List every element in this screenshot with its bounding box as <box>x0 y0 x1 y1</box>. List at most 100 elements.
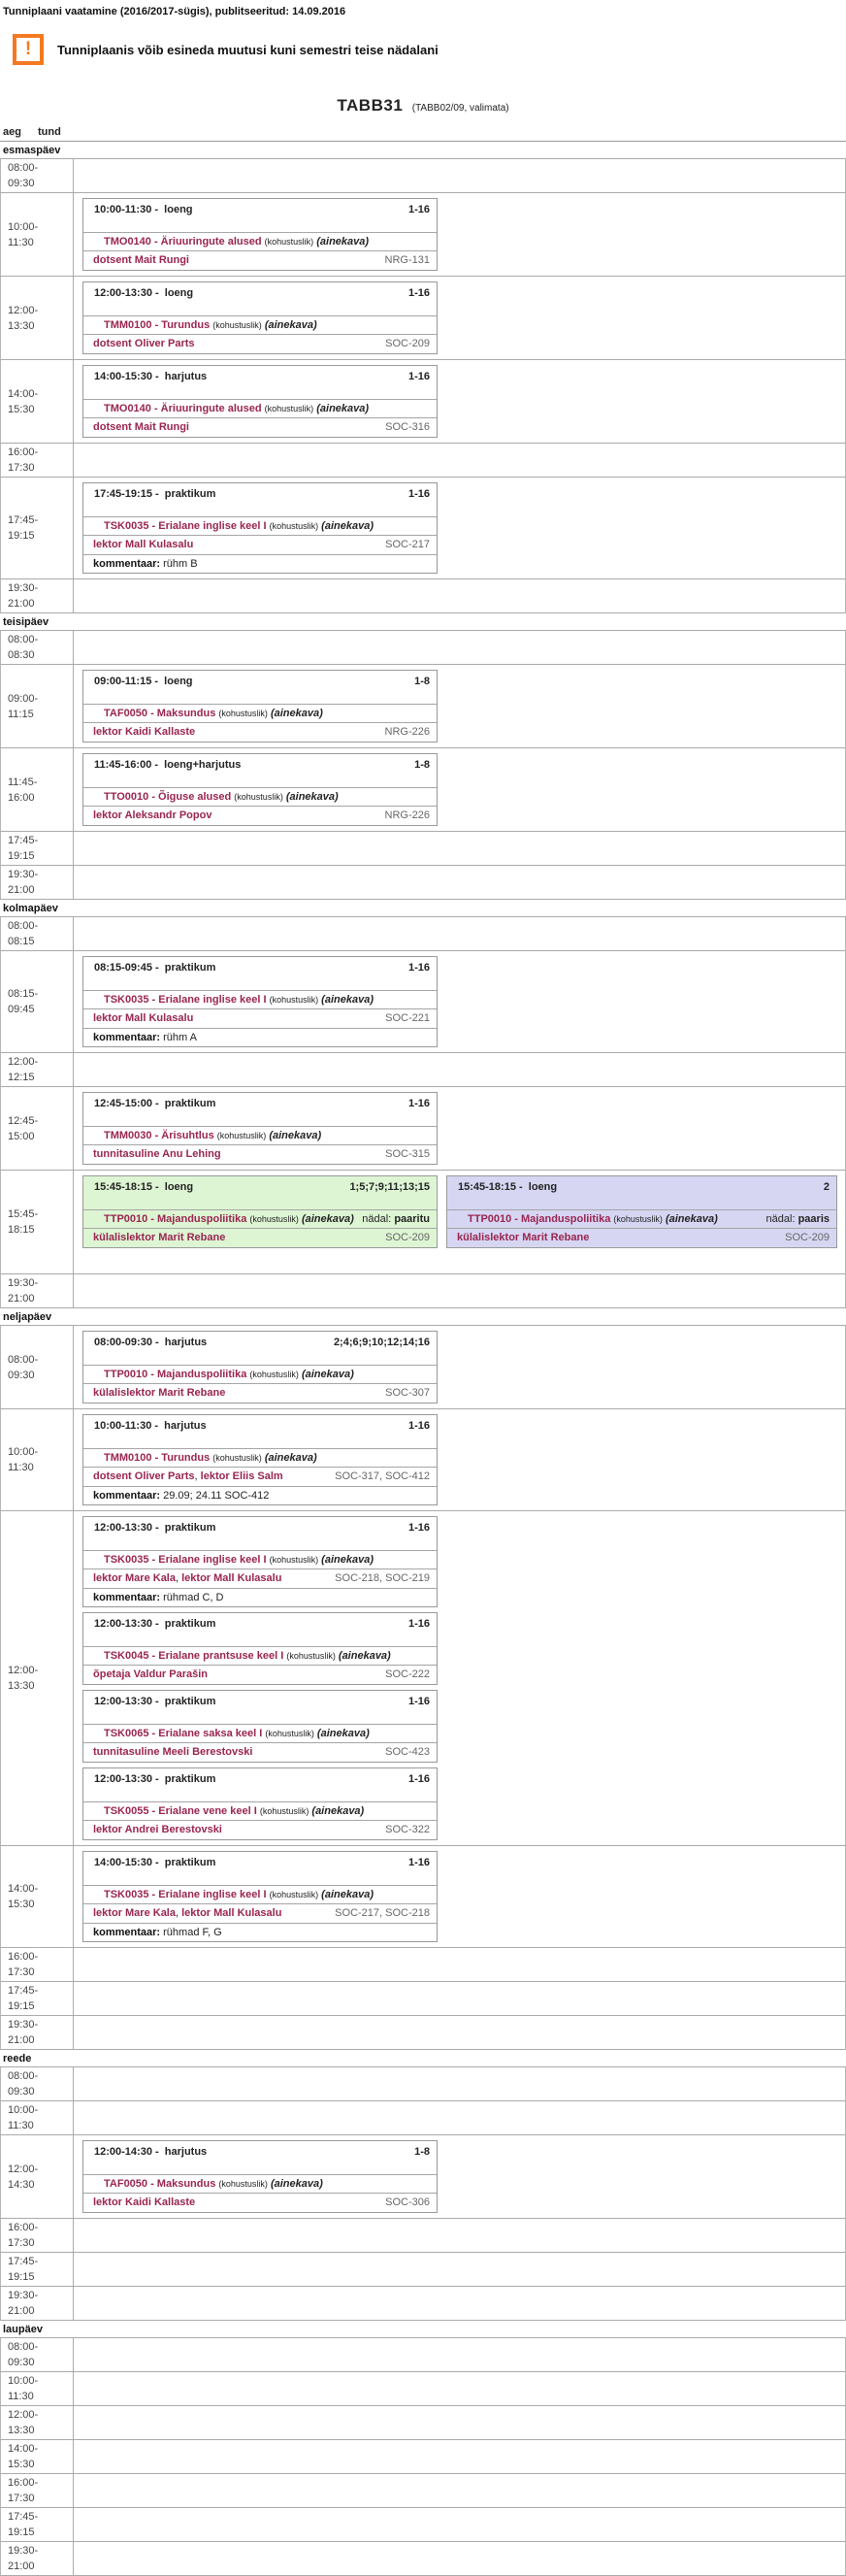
course-link[interactable]: TTP0010 - Majanduspoliitika <box>468 1213 611 1225</box>
ainekava-link[interactable]: (ainekava) <box>321 994 374 1006</box>
event-weeks: 1-8 <box>414 2146 430 2158</box>
course-link[interactable]: TMO0140 - Äriuuringute alused <box>104 236 262 248</box>
lecturer-link[interactable]: dotsent Mait Rungi <box>93 254 189 266</box>
ainekava-link[interactable]: (ainekava) <box>316 403 370 414</box>
time-slot-end: 13:30 <box>8 2425 35 2436</box>
course-link[interactable]: TTP0010 - Majanduspoliitika <box>104 1369 247 1380</box>
time-slot-label: 19:30- 21:00 <box>1 2287 74 2320</box>
event-staff-row: lektor Andrei Berestovski SOC-322 <box>83 1821 437 1839</box>
time-slot-start: 12:00- <box>8 1056 39 1068</box>
ainekava-link[interactable]: (ainekava) <box>301 1369 354 1380</box>
lecturer-link[interactable]: lektor Mall Kulasalu <box>93 1012 194 1024</box>
course-link[interactable]: TAF0050 - Maksundus <box>104 708 216 719</box>
course-link[interactable]: TMO0140 - Äriuuringute alused <box>104 403 262 414</box>
lecturer-link[interactable]: külalislektor Marit Rebane <box>93 1232 226 1243</box>
mandatory-label: (kohustuslik) <box>269 1890 319 1899</box>
ainekava-link[interactable]: (ainekava) <box>270 708 323 719</box>
lecturer-link[interactable]: lektor Aleksandr Popov <box>93 809 212 821</box>
course-link[interactable]: TSK0065 - Erialane saksa keel I <box>104 1728 263 1739</box>
lecturer-link[interactable]: lektor Andrei Berestovski <box>93 1824 222 1835</box>
ainekava-link[interactable]: (ainekava) <box>321 1554 374 1566</box>
lecturer-link[interactable]: külalislektor Marit Rebane <box>93 1387 226 1399</box>
ainekava-link[interactable]: (ainekava) <box>321 1889 374 1900</box>
time-slot-end: 09:45 <box>8 1004 35 1015</box>
lecturer-link[interactable]: lektor Kaidi Kallaste <box>93 2196 196 2208</box>
course-link[interactable]: TSK0045 - Erialane prantsuse keel I <box>104 1650 284 1662</box>
room-label: SOC-209 <box>385 1232 430 1243</box>
lecturer-link[interactable]: tunnitasuline Anu Lehing <box>93 1148 221 1160</box>
event-course-row: TTP0010 - Majanduspoliitika (kohustuslik… <box>447 1210 836 1229</box>
course-link[interactable]: TTP0010 - Majanduspoliitika <box>104 1213 247 1225</box>
lecturer-link[interactable]: lektor Eliis Salm <box>200 1470 283 1482</box>
ainekava-link[interactable]: (ainekava) <box>316 236 370 248</box>
timetable-row: 12:00- 13:30 12:00-13:30 - loeng 1-16 TMM010… <box>0 277 846 360</box>
event-type: loeng <box>164 287 194 299</box>
mandatory-label: (kohustuslik) <box>234 792 283 802</box>
course-link[interactable]: TSK0035 - Erialane inglise keel I <box>104 520 267 532</box>
lecturer-link[interactable]: dotsent Oliver Parts <box>93 1470 195 1482</box>
lecturer-link[interactable]: lektor Mare Kala <box>93 1907 176 1919</box>
lecturer-link[interactable]: dotsent Mait Rungi <box>93 421 189 433</box>
event-weeks: 2;4;6;9;10;12;14;16 <box>333 1337 430 1348</box>
ainekava-link[interactable]: (ainekava) <box>264 1452 317 1464</box>
ainekava-link[interactable]: (ainekava) <box>665 1213 718 1225</box>
ainekava-link[interactable]: (ainekava) <box>338 1650 391 1662</box>
time-slot-start: 08:15- <box>8 988 39 1000</box>
ainekava-link[interactable]: (ainekava) <box>270 2178 323 2190</box>
ainekava-link[interactable]: (ainekava) <box>285 791 339 803</box>
time-slot-label: 10:00- 11:30 <box>1 1409 74 1510</box>
time-slot-start: 08:00- <box>8 162 39 174</box>
ainekava-link[interactable]: (ainekava) <box>311 1805 365 1817</box>
course-link[interactable]: TSK0035 - Erialane inglise keel I <box>104 1889 267 1900</box>
ainekava-link[interactable]: (ainekava) <box>264 319 317 331</box>
time-slot-label: 14:00- 15:30 <box>1 1846 74 1947</box>
event-card: 12:00-13:30 - praktikum 1-16 TSK0045 - Eri… <box>82 1612 438 1685</box>
week-parity-label: nädal: <box>362 1213 392 1225</box>
ainekava-link[interactable]: (ainekava) <box>316 1728 370 1739</box>
event-header: 14:00-15:30 - praktikum 1-16 <box>83 1852 437 1886</box>
event-type: loeng <box>164 204 193 215</box>
row-content <box>74 631 845 664</box>
course-link[interactable]: TTO0010 - Õiguse alused <box>104 791 232 803</box>
row-content: 10:00-11:30 - loeng 1-16 TMO0140 - Äriuuri… <box>74 193 845 276</box>
course-link[interactable]: TAF0050 - Maksundus <box>104 2178 216 2190</box>
course-link[interactable]: TMM0030 - Ärisuhtlus <box>104 1130 214 1141</box>
event-card: 10:00-11:30 - harjutus 1-16 TMM0100 - Turu… <box>82 1414 438 1505</box>
lecturer-link[interactable]: külalislektor Marit Rebane <box>457 1232 590 1243</box>
lecturer-links: dotsent Oliver Parts, lektor Eliis Salm <box>93 1470 283 1482</box>
event-course-info: TTP0010 - Majanduspoliitika (kohustuslik… <box>468 1213 718 1225</box>
row-content: 17:45-19:15 - praktikum 1-16 TSK0035 - Eri… <box>74 478 845 578</box>
ainekava-link[interactable]: (ainekava) <box>301 1213 354 1225</box>
time-slot-start: 17:45- <box>8 2511 39 2523</box>
ainekava-link[interactable]: (ainekava) <box>321 520 374 532</box>
lecturer-links: lektor Mall Kulasalu <box>93 539 193 550</box>
event-staff-row: lektor Kaidi Kallaste NRG-226 <box>83 723 437 742</box>
event-header: 15:45-18:15 - loeng 1;5;7;9;11;13;15 <box>83 1176 437 1210</box>
course-link[interactable]: TMM0100 - Turundus <box>104 319 211 331</box>
lecturer-link[interactable]: dotsent Oliver Parts <box>93 338 195 349</box>
time-slot-label: 17:45- 19:15 <box>1 1982 74 2015</box>
time-slot-end: 09:30 <box>8 2086 35 2097</box>
lecturer-link[interactable]: tunnitasuline Meeli Berestovski <box>93 1746 253 1758</box>
lecturer-link[interactable]: lektor Mall Kulasalu <box>181 1572 282 1584</box>
course-link[interactable]: TMM0100 - Turundus <box>104 1452 211 1464</box>
course-link[interactable]: TSK0035 - Erialane inglise keel I <box>104 1554 267 1566</box>
event-staff-row: dotsent Oliver Parts SOC-209 <box>83 335 437 353</box>
warning-banner: ! Tunniplaanis võib esineda muutusi kuni… <box>13 34 846 65</box>
lecturer-link[interactable]: lektor Kaidi Kallaste <box>93 726 196 738</box>
event-staff-row: tunnitasuline Anu Lehing SOC-315 <box>83 1145 437 1164</box>
course-link[interactable]: TSK0055 - Erialane vene keel I <box>104 1805 257 1817</box>
ainekava-link[interactable]: (ainekava) <box>269 1130 322 1141</box>
lecturer-link[interactable]: õpetaja Valdur Parašin <box>93 1668 208 1680</box>
lecturer-link[interactable]: lektor Mare Kala <box>93 1572 176 1584</box>
event-course-info: TMM0100 - Turundus (kohustuslik) (aineka… <box>104 319 317 331</box>
time-slot-label: 19:30- 21:00 <box>1 2016 74 2049</box>
course-link[interactable]: TSK0035 - Erialane inglise keel I <box>104 994 267 1006</box>
timetable-row: 11:45- 16:00 11:45-16:00 - loeng+harjutus 1… <box>0 748 846 832</box>
day-label: esmaspäev <box>0 142 846 159</box>
mandatory-label: (kohustuslik) <box>264 237 314 247</box>
lecturer-link[interactable]: lektor Mall Kulasalu <box>181 1907 282 1919</box>
timetable-row: 09:00- 11:15 09:00-11:15 - loeng 1-8 TAF0050… <box>0 665 846 748</box>
lecturer-link[interactable]: lektor Mall Kulasalu <box>93 539 194 550</box>
